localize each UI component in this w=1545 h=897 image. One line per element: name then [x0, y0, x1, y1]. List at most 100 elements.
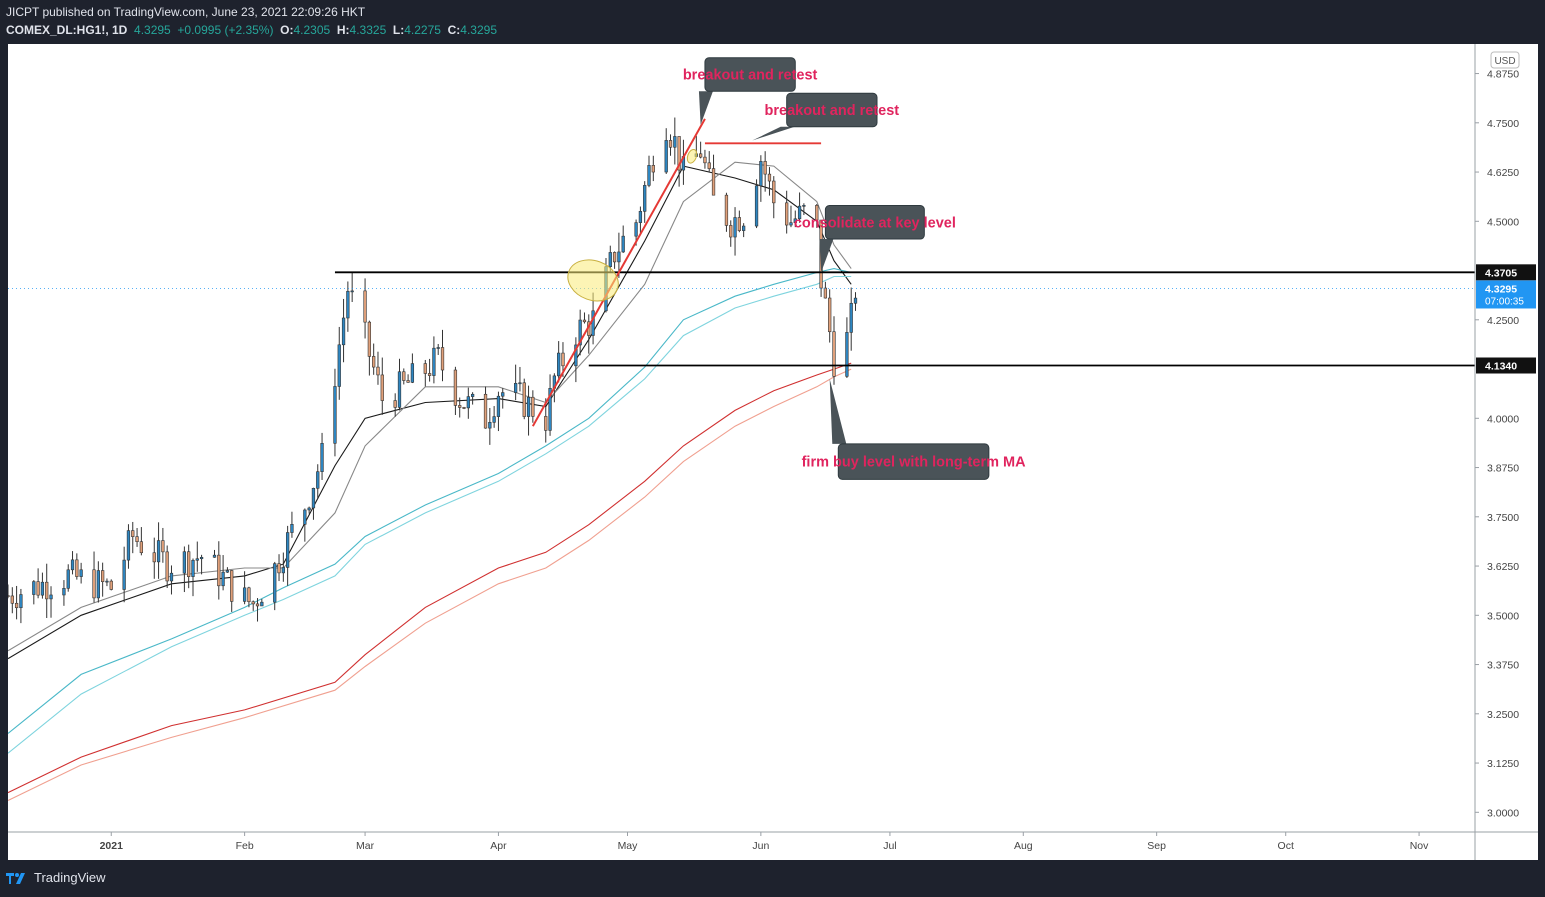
candle-body	[651, 165, 655, 173]
candle-body	[195, 558, 199, 561]
x-tick-label: 2021	[100, 840, 124, 852]
candle-body	[797, 205, 802, 220]
candle-body	[6, 595, 10, 597]
low-label: L:	[392, 23, 405, 37]
candle-body	[496, 395, 501, 417]
price-chart[interactable]: breakout and retest breakout and retest co…	[6, 44, 1538, 860]
callout-box-3	[824, 205, 925, 240]
chart-area[interactable]: breakout and retest breakout and retest co…	[6, 44, 1538, 860]
candle-body	[187, 551, 191, 577]
callout-pointer-1	[698, 91, 713, 125]
candle-body	[423, 363, 427, 374]
moving-average-line-2	[7, 161, 852, 652]
y-tick-label: 3.1250	[1487, 758, 1519, 770]
moving-average-line-5	[7, 362, 852, 794]
candle-body	[742, 225, 746, 231]
candle-body	[470, 393, 475, 397]
currency-box	[1490, 51, 1520, 69]
candle-body	[582, 319, 587, 323]
symbol-name[interactable]: COMEX_DL:HG1!, 1D	[6, 23, 128, 37]
candle-body	[647, 165, 651, 186]
highlight-ellipse-1	[567, 259, 619, 302]
candle-body	[169, 572, 174, 582]
candle-body	[376, 366, 380, 376]
candle-body	[221, 571, 225, 587]
x-tick-label: Oct	[1278, 840, 1294, 852]
candle-body	[832, 331, 836, 377]
candle-body	[139, 541, 143, 554]
candle-body	[135, 536, 139, 542]
candle-body	[793, 218, 797, 224]
candle-body	[101, 570, 105, 583]
candle-body	[763, 161, 767, 175]
candle-body	[346, 290, 350, 319]
price-label-value: 4.3705	[1485, 267, 1517, 279]
y-tick-label: 3.7500	[1487, 512, 1519, 524]
callout-pointer-2	[752, 126, 795, 141]
candle-body	[217, 554, 221, 587]
candle-body	[40, 581, 45, 596]
candle-body	[767, 173, 772, 182]
candle-body	[638, 211, 643, 223]
candle-body	[247, 587, 251, 603]
candle-body	[462, 407, 466, 409]
candle-body	[281, 567, 285, 574]
footer: TradingView	[6, 870, 106, 885]
candle-body	[703, 156, 707, 164]
candle-body	[397, 371, 402, 408]
candle-body	[363, 290, 367, 323]
candle-body	[49, 594, 53, 600]
y-tick-label: 4.7500	[1487, 118, 1519, 130]
candle-body	[320, 443, 324, 472]
candle-body	[122, 559, 126, 590]
candle-body	[677, 136, 681, 171]
candle-body	[14, 602, 19, 609]
candle-body	[664, 140, 668, 173]
candle-body	[260, 601, 264, 607]
candle-body	[32, 581, 36, 595]
candle-body	[828, 297, 832, 333]
candle-body	[561, 352, 565, 367]
close-value: 4.3295	[460, 23, 497, 37]
candle-body	[79, 569, 83, 577]
price-label-box	[1476, 264, 1536, 281]
y-tick-label: 3.5000	[1487, 610, 1519, 622]
candle-body	[277, 563, 281, 574]
candle-body	[526, 396, 531, 417]
high-value: 4.3325	[349, 23, 387, 37]
candle-body	[350, 290, 354, 293]
candle-body	[70, 559, 75, 571]
candle-body	[45, 581, 49, 600]
candle-body	[574, 344, 578, 367]
candle-body	[62, 588, 66, 596]
candle-body	[75, 559, 79, 577]
callout-text-1: breakout and retest	[683, 68, 818, 84]
brand-name[interactable]: TradingView	[34, 870, 106, 885]
moving-average-line-4	[7, 275, 852, 754]
candle-body	[544, 416, 548, 431]
candle-body	[711, 168, 716, 196]
candle-body	[19, 594, 23, 609]
candle-body	[514, 383, 518, 393]
candle-body	[548, 388, 552, 431]
tradingview-logo-icon	[6, 872, 25, 884]
candle-body	[303, 509, 307, 525]
candle-body	[789, 222, 793, 226]
publish-info: JICPT published on TradingView.com, June…	[6, 5, 366, 19]
open-value: 4.2305	[293, 23, 331, 37]
candle-body	[802, 205, 806, 207]
candle-body	[483, 393, 488, 429]
candle-body	[402, 371, 406, 381]
price-label-value: 4.3295	[1485, 283, 1517, 295]
candle-body	[316, 471, 320, 489]
callout-pointer-4	[829, 378, 847, 444]
candle-body	[557, 352, 561, 377]
trend-line	[531, 118, 706, 427]
candle-body	[823, 287, 828, 299]
candle-body	[737, 217, 741, 231]
candle-body	[290, 524, 294, 533]
candle-body	[230, 570, 234, 602]
candle-body	[92, 569, 96, 599]
candle-body	[440, 347, 445, 371]
candle-body	[212, 554, 217, 558]
